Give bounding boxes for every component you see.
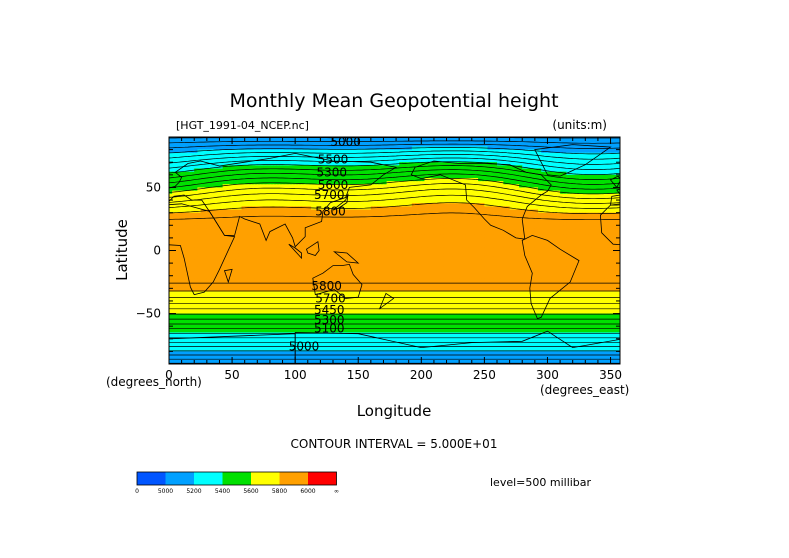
colorbar-label: 5400 [215, 488, 230, 495]
y-axis-units: (degrees_north) [106, 375, 202, 389]
coastline [761, 242, 774, 256]
colorbar-swatch [194, 472, 223, 485]
x-tick-label: 300 [536, 368, 559, 382]
coastline [534, 144, 612, 177]
colorbar-label: ∞ [334, 488, 339, 495]
contour-line [169, 154, 620, 343]
coastline [306, 241, 320, 256]
x-axis-label: Longitude [357, 402, 432, 420]
contour-line [169, 137, 620, 364]
contour-line [169, 202, 620, 292]
contour-line [169, 194, 620, 298]
contour-interval-note: CONTOUR INTERVAL = 5.000E+01 [291, 437, 498, 451]
colorbar-swatch [308, 472, 337, 485]
contour-label: 5800 [311, 279, 342, 293]
coastline [169, 152, 398, 248]
x-tick-label: 250 [473, 368, 496, 382]
colorbar-label: 6000 [300, 488, 315, 495]
colorbar-swatch [165, 472, 194, 485]
colorbar-label: 0 [135, 488, 139, 495]
colorbar-swatch [279, 472, 308, 485]
colorbar-label: 5200 [186, 488, 201, 495]
subtitle-right: (units:m) [552, 118, 607, 132]
contour-label: 5000 [330, 135, 361, 149]
colorbar-swatch [137, 472, 166, 485]
coastline [610, 188, 620, 206]
contour-label: 5700 [314, 188, 345, 202]
contour-line [169, 165, 620, 330]
coastline [410, 160, 552, 240]
contour-label: 5500 [318, 153, 349, 167]
contour-line [169, 147, 620, 352]
x-axis-units: (degrees_east) [540, 383, 629, 397]
coastline [333, 251, 360, 264]
contour-label: 5100 [314, 322, 345, 336]
y-tick-label: −50 [136, 307, 161, 321]
coastline [378, 292, 395, 310]
colorbar-label: 5800 [272, 488, 287, 495]
contour-line [169, 188, 620, 304]
contour-label: 5300 [316, 165, 347, 179]
coastline [169, 203, 236, 296]
colorbar: 0 5000 5200 5400 5600 5800 6000 ∞ [135, 471, 339, 495]
x-tick-label: 0 [165, 368, 173, 382]
contour-label: 5000 [289, 339, 320, 353]
coastline [679, 269, 687, 282]
chart-title: Monthly Mean Geopotential height [229, 90, 558, 112]
colorbar-swatch [222, 472, 251, 485]
colorbar-swatch [251, 472, 280, 485]
contour-label: 5800 [315, 204, 346, 218]
x-tick-label: 50 [224, 368, 239, 382]
coastline [294, 330, 620, 364]
y-tick-label: 50 [146, 180, 161, 194]
contour-line [169, 140, 620, 360]
y-axis-label: Latitude [113, 219, 131, 281]
coastline [767, 264, 789, 298]
x-tick-label: 100 [284, 368, 307, 382]
coastline [521, 234, 580, 320]
colorbar-frame [136, 471, 337, 486]
colorbar-label: 5000 [158, 488, 173, 495]
contour-label: 5700 [315, 291, 346, 305]
contour-line [169, 143, 620, 356]
contour-line [169, 169, 620, 325]
coastline [81, 145, 157, 177]
coastline [288, 243, 302, 260]
contour-line [169, 212, 620, 284]
x-tick-label: 350 [599, 368, 622, 382]
contour-line [169, 178, 620, 315]
colorbar-label: 5600 [243, 488, 258, 495]
contour-line [169, 173, 620, 320]
coastline [332, 193, 349, 211]
coastline [223, 268, 233, 284]
contour-label: 5600 [318, 178, 349, 192]
coastline [743, 244, 756, 258]
coastline [609, 175, 620, 189]
coastline [749, 331, 789, 364]
coastline [0, 161, 97, 239]
contour-label: 5450 [314, 303, 345, 317]
contour-field: 5000550053005600570058005800570054505300… [0, 135, 789, 364]
subtitle-left: [HGT_1991-04_NCEP.nc] [176, 119, 309, 132]
coastline [312, 263, 363, 299]
x-tick-label: 150 [347, 368, 370, 382]
x-tick-label: 200 [410, 368, 433, 382]
y-tick-label: 0 [153, 244, 161, 258]
level-note: level=500 millibar [490, 476, 592, 489]
contour-label: 5300 [314, 313, 345, 327]
